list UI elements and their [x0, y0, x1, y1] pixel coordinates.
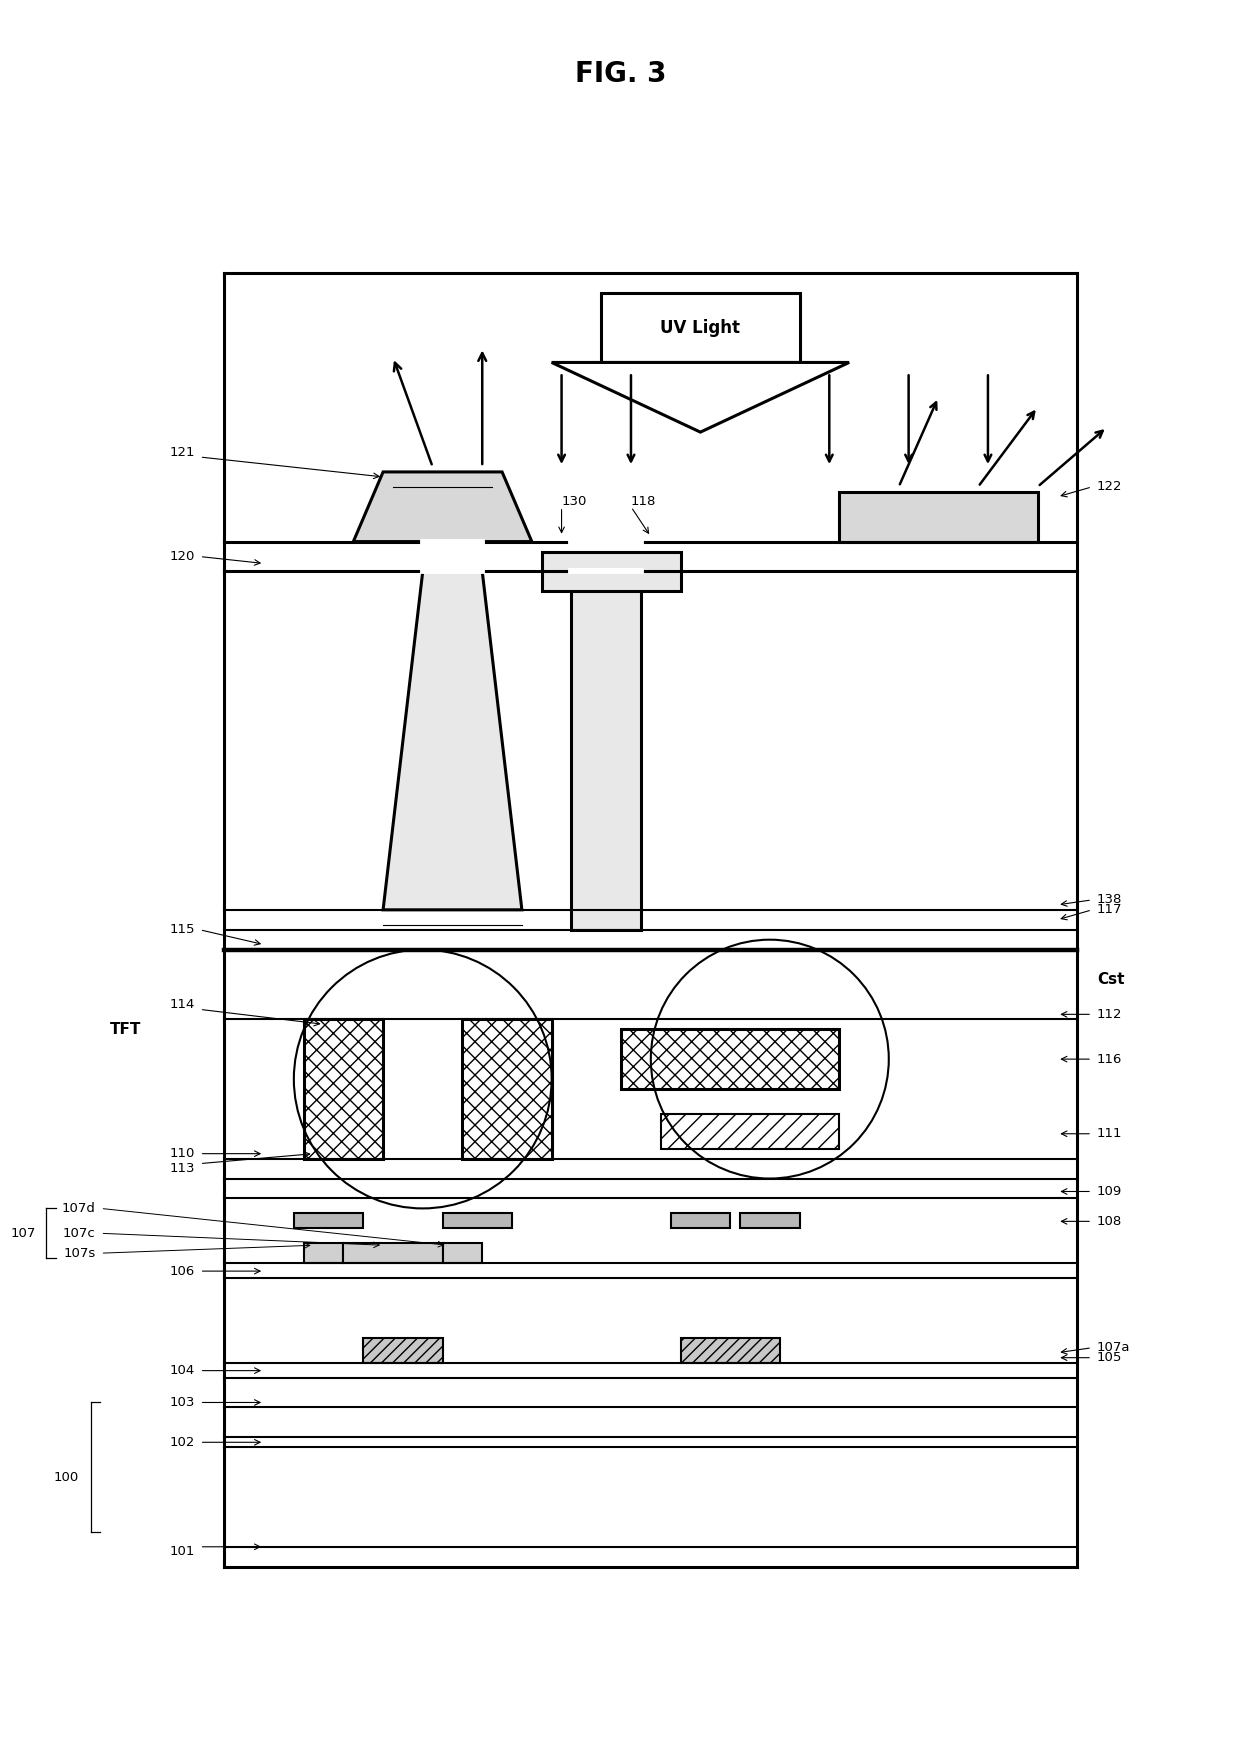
Text: 107d: 107d	[62, 1202, 95, 1214]
Bar	[681, 1337, 780, 1363]
Text: 110: 110	[170, 1148, 195, 1160]
Text: 105: 105	[1097, 1351, 1122, 1365]
Text: 122: 122	[1097, 480, 1122, 494]
Polygon shape	[353, 473, 532, 541]
Text: 138: 138	[1097, 894, 1122, 906]
Polygon shape	[552, 362, 849, 432]
Bar	[671, 1213, 730, 1228]
Bar	[304, 1242, 343, 1264]
Text: 120: 120	[170, 550, 195, 564]
Bar	[304, 1018, 383, 1158]
Text: FIG. 3: FIG. 3	[575, 60, 667, 88]
Text: 107s: 107s	[63, 1246, 95, 1260]
Bar	[363, 1337, 443, 1363]
Text: 106: 106	[170, 1265, 195, 1278]
Text: 130: 130	[562, 495, 587, 507]
Text: 121: 121	[169, 446, 195, 458]
Text: 116: 116	[1097, 1052, 1122, 1066]
Text: 107: 107	[11, 1227, 36, 1239]
Text: 115: 115	[169, 924, 195, 936]
Text: 117: 117	[1097, 903, 1122, 917]
Bar	[343, 1242, 443, 1264]
Bar	[294, 1213, 363, 1228]
Text: 102: 102	[170, 1435, 195, 1449]
Text: 100: 100	[53, 1470, 78, 1484]
Bar	[661, 1113, 839, 1148]
Bar	[839, 492, 1038, 541]
Bar	[601, 292, 800, 362]
Text: 101: 101	[170, 1545, 195, 1558]
Bar	[621, 1029, 839, 1088]
Bar	[443, 1242, 482, 1264]
Text: Cst: Cst	[1097, 971, 1125, 987]
Text: 107c: 107c	[63, 1227, 95, 1239]
Text: 103: 103	[170, 1396, 195, 1409]
Text: 104: 104	[170, 1365, 195, 1377]
Text: 114: 114	[170, 997, 195, 1011]
Text: 113: 113	[169, 1162, 195, 1174]
Text: 107a: 107a	[1097, 1340, 1131, 1354]
Text: 111: 111	[1097, 1127, 1122, 1141]
Text: 112: 112	[1097, 1008, 1122, 1020]
Bar	[572, 572, 641, 929]
Polygon shape	[383, 572, 522, 910]
Text: 108: 108	[1097, 1214, 1122, 1228]
Bar	[463, 1018, 552, 1158]
Bar	[443, 1213, 512, 1228]
Bar	[542, 551, 681, 592]
Bar	[740, 1213, 800, 1228]
Text: 118: 118	[631, 495, 656, 507]
Text: 109: 109	[1097, 1185, 1122, 1199]
Text: UV Light: UV Light	[661, 318, 740, 336]
Text: TFT: TFT	[109, 1022, 141, 1036]
